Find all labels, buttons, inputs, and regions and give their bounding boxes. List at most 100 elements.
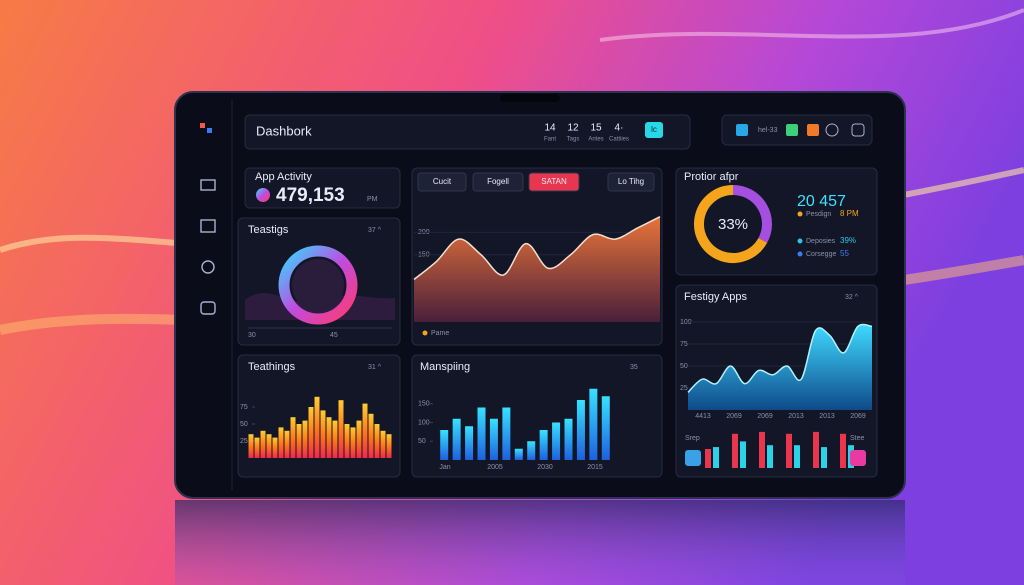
app-icon[interactable] xyxy=(685,450,701,466)
panel-title: Teastigs xyxy=(248,224,289,236)
reflection xyxy=(175,500,905,585)
bar xyxy=(278,427,284,458)
tab-label: Lo Tihg xyxy=(618,177,644,186)
bar-label: Srep xyxy=(685,435,700,442)
app-title: Dashbork xyxy=(256,123,312,138)
activity-value: 479,153 xyxy=(276,185,345,206)
y-tick-label: 75 xyxy=(680,341,688,348)
bar xyxy=(514,448,523,460)
donut xyxy=(694,185,772,263)
legend-swatch xyxy=(797,251,803,257)
bar xyxy=(284,430,290,458)
y-tick-label: 25 xyxy=(680,385,688,392)
x-tick-label: 2005 xyxy=(487,464,503,471)
bar xyxy=(576,400,585,460)
activity-panel xyxy=(244,167,401,209)
bar xyxy=(320,410,326,458)
tab[interactable] xyxy=(528,172,580,192)
legend-value: 39% xyxy=(840,236,856,245)
panel-title: Festigy Apps xyxy=(684,291,747,303)
tab-label: Cucit xyxy=(433,177,452,186)
x-tick-label: 2030 xyxy=(537,464,553,471)
axis-label: 45 xyxy=(330,332,338,339)
x-tick-label: 2013 xyxy=(819,413,835,420)
activity-unit: PM xyxy=(367,196,378,203)
bar xyxy=(552,422,561,460)
legend-swatch xyxy=(422,330,428,336)
x-tick-label: 2013 xyxy=(788,413,804,420)
header-button[interactable] xyxy=(645,122,663,138)
bar xyxy=(821,447,827,468)
stat-value: 4· xyxy=(615,123,624,134)
profile-panel xyxy=(675,167,878,276)
tool-icon[interactable] xyxy=(807,124,819,136)
tool-icon[interactable] xyxy=(851,123,865,137)
bar xyxy=(794,445,800,468)
ring-core xyxy=(292,259,344,311)
bar xyxy=(374,424,380,458)
nav-icon[interactable] xyxy=(200,219,216,233)
bar xyxy=(767,445,773,468)
stat-label: Antes xyxy=(588,137,603,143)
bar xyxy=(296,424,302,458)
wave xyxy=(599,8,1024,42)
area xyxy=(414,216,660,322)
legend-swatch xyxy=(797,211,803,217)
bar xyxy=(344,424,350,458)
tab[interactable] xyxy=(417,172,467,192)
nav-icon[interactable] xyxy=(200,179,216,191)
donut-label: 33% xyxy=(718,216,748,233)
panel-badge: 35 xyxy=(630,364,638,371)
tool-icon[interactable] xyxy=(786,124,798,136)
legend-label: Pesdign xyxy=(806,211,831,218)
y-tick-label: 50 xyxy=(240,421,248,428)
bar xyxy=(362,403,368,458)
bar xyxy=(452,418,461,460)
legend-swatch xyxy=(797,238,803,244)
y-tick-label: 50 xyxy=(418,438,426,445)
tab[interactable] xyxy=(472,172,524,192)
x-tick-label: 4413 xyxy=(695,413,711,420)
panel-title: App Activity xyxy=(255,171,312,183)
nav-icon[interactable] xyxy=(201,260,215,274)
line xyxy=(687,323,873,393)
ring xyxy=(278,245,358,325)
tab[interactable] xyxy=(607,172,655,192)
bar-label: Stee xyxy=(850,435,865,442)
y-tick-label: 100 xyxy=(680,319,692,326)
header-button-label: lc xyxy=(651,125,657,134)
bar xyxy=(290,417,296,458)
tool-icon[interactable] xyxy=(736,124,748,136)
bar xyxy=(266,434,272,458)
x-tick-label: 2069 xyxy=(757,413,773,420)
bar xyxy=(326,417,332,458)
bar xyxy=(601,396,610,460)
panel-title: Manspiing xyxy=(420,361,470,373)
area xyxy=(688,324,872,410)
bar xyxy=(350,427,356,458)
bar xyxy=(332,420,338,458)
nav-icon[interactable] xyxy=(200,301,216,315)
sidebar xyxy=(200,123,216,315)
x-tick-label: 2069 xyxy=(850,413,866,420)
x-tick-label: Jan xyxy=(439,464,450,471)
tool-icon[interactable] xyxy=(825,123,839,137)
activity-icon xyxy=(256,188,270,202)
panel-badge: 32 ^ xyxy=(845,294,859,301)
app-icon[interactable] xyxy=(850,450,866,466)
bar xyxy=(713,447,719,468)
stat-label: Tags xyxy=(567,137,580,143)
teathings-chart: 25 50 75 xyxy=(240,396,392,458)
y-tick-label: 75 xyxy=(240,404,248,411)
profile-legend: Pesdign 8 PM Deposies 39% Corsegge 55 xyxy=(797,209,859,258)
bar xyxy=(813,431,819,468)
bar xyxy=(589,388,598,460)
profile-value: 20 457 xyxy=(797,193,846,210)
x-tick-label: 2015 xyxy=(587,464,603,471)
header-bar xyxy=(244,114,691,150)
bar xyxy=(314,396,320,458)
bar xyxy=(539,430,548,460)
bar xyxy=(440,430,449,460)
bar xyxy=(338,400,344,458)
